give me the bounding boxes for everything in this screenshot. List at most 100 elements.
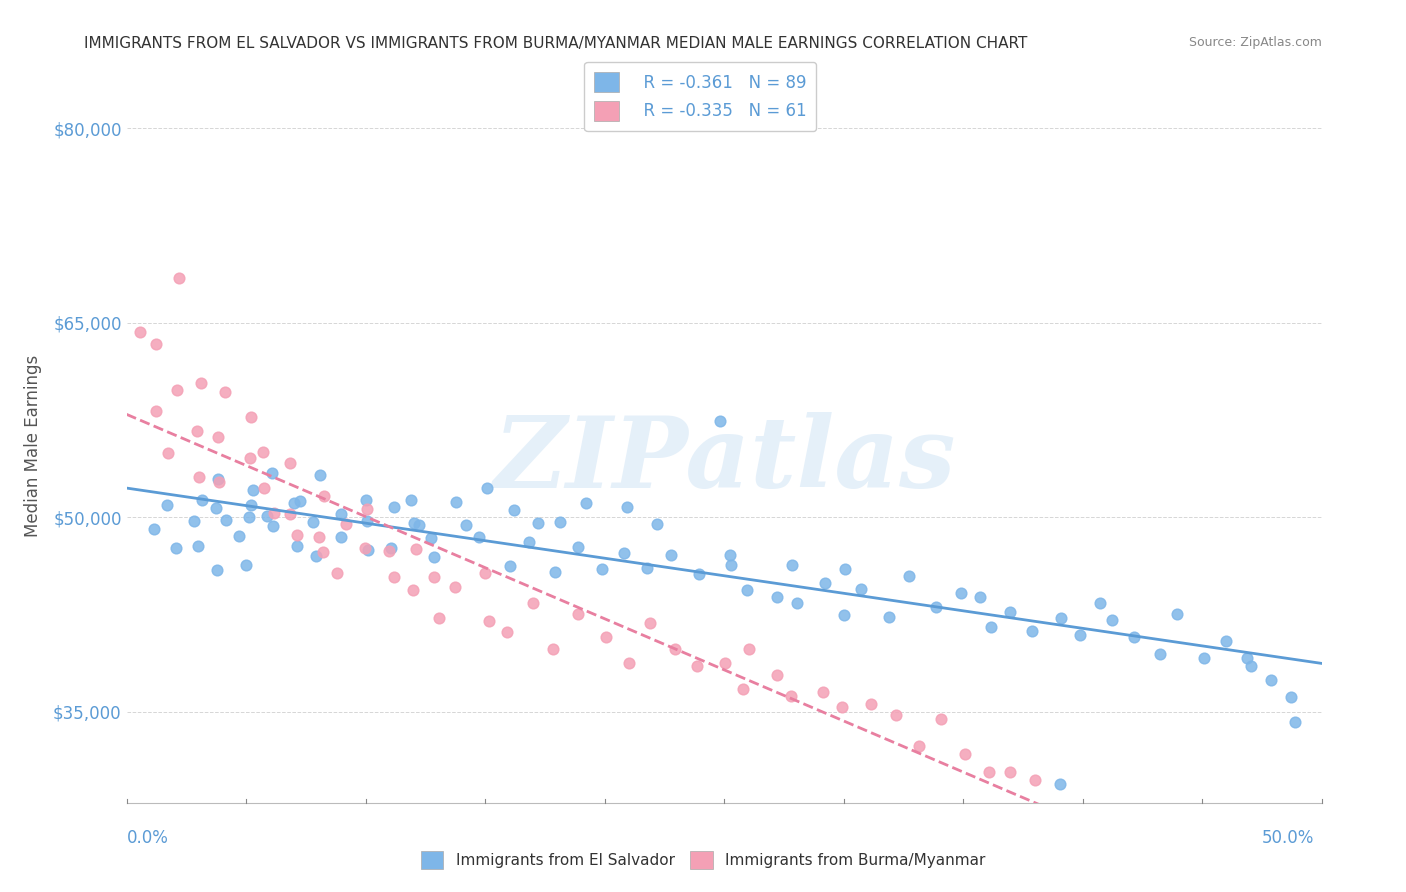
Point — [1279, 690, 1302, 704]
Point — [305, 549, 328, 563]
Point — [765, 590, 787, 604]
Point — [1240, 658, 1263, 673]
Point — [262, 518, 284, 533]
Point — [786, 596, 808, 610]
Point — [167, 271, 190, 285]
Point — [238, 510, 260, 524]
Point — [191, 493, 214, 508]
Point — [287, 528, 309, 542]
Point — [382, 500, 405, 515]
Point — [1069, 628, 1091, 642]
Point — [357, 543, 380, 558]
Point — [645, 517, 668, 532]
Point — [998, 765, 1021, 780]
Point — [686, 659, 709, 673]
Point — [955, 747, 977, 761]
Point — [1024, 772, 1046, 787]
Point — [207, 430, 229, 444]
Point — [187, 539, 209, 553]
Point — [550, 515, 572, 529]
Point — [1166, 607, 1188, 621]
Point — [285, 540, 308, 554]
Point — [1021, 624, 1043, 638]
Point — [998, 606, 1021, 620]
Point — [444, 580, 467, 594]
Point — [884, 708, 907, 723]
Point — [834, 562, 856, 576]
Point — [207, 564, 229, 578]
Point — [405, 542, 427, 557]
Text: ZIPatlas: ZIPatlas — [494, 412, 955, 508]
Text: IMMIGRANTS FROM EL SALVADOR VS IMMIGRANTS FROM BURMA/MYANMAR MEDIAN MALE EARNING: IMMIGRANTS FROM EL SALVADOR VS IMMIGRANT… — [84, 36, 1028, 51]
Point — [166, 383, 188, 397]
Point — [301, 515, 323, 529]
Point — [1236, 651, 1258, 665]
Point — [423, 549, 446, 564]
Point — [1215, 634, 1237, 648]
Y-axis label: Median Male Earnings: Median Male Earnings — [24, 355, 42, 537]
Point — [720, 558, 742, 572]
Point — [980, 620, 1002, 634]
Point — [1123, 630, 1146, 644]
Point — [143, 522, 166, 536]
Point — [326, 566, 349, 580]
Point — [522, 595, 544, 609]
Point — [949, 586, 972, 600]
Point — [925, 599, 948, 614]
Point — [187, 470, 209, 484]
Text: Source: ZipAtlas.com: Source: ZipAtlas.com — [1188, 36, 1322, 49]
Point — [733, 681, 755, 696]
Point — [908, 739, 931, 753]
Point — [354, 492, 377, 507]
Point — [1260, 673, 1282, 688]
Point — [190, 376, 212, 391]
Point — [402, 516, 425, 531]
Point — [156, 498, 179, 512]
Point — [977, 765, 1000, 780]
Point — [814, 576, 837, 591]
Point — [831, 700, 853, 714]
Point — [709, 414, 731, 428]
Point — [309, 467, 332, 482]
Legend:   R = -0.361   N = 89,   R = -0.335   N = 61: R = -0.361 N = 89, R = -0.335 N = 61 — [585, 62, 815, 131]
Point — [1088, 596, 1111, 610]
Point — [575, 496, 598, 510]
Point — [382, 570, 405, 584]
Point — [329, 530, 352, 544]
Point — [128, 326, 150, 340]
Point — [475, 482, 498, 496]
Point — [380, 541, 402, 556]
Point — [543, 565, 565, 579]
Point — [260, 466, 283, 480]
Point — [779, 689, 801, 703]
Point — [780, 558, 803, 573]
Point — [517, 535, 540, 549]
Point — [1192, 651, 1215, 665]
Point — [616, 500, 638, 515]
Point — [619, 656, 641, 670]
Point — [329, 507, 352, 521]
Point — [145, 337, 167, 351]
Point — [444, 495, 467, 509]
Point — [235, 558, 257, 573]
Point — [215, 513, 238, 527]
Text: 0.0%: 0.0% — [127, 829, 169, 847]
Legend: Immigrants from El Salvador, Immigrants from Burma/Myanmar: Immigrants from El Salvador, Immigrants … — [415, 845, 991, 875]
Point — [1284, 714, 1306, 729]
Point — [186, 424, 208, 438]
Point — [239, 450, 262, 465]
Point — [278, 456, 301, 470]
Point — [664, 642, 686, 657]
Point — [636, 560, 658, 574]
Point — [811, 685, 834, 699]
Point — [714, 656, 737, 670]
Point — [738, 641, 761, 656]
Point — [288, 494, 311, 508]
Point — [283, 496, 305, 510]
Point — [429, 611, 451, 625]
Point — [156, 446, 179, 460]
Point — [898, 569, 921, 583]
Point — [1047, 805, 1070, 820]
Point — [356, 514, 378, 528]
Point — [969, 590, 991, 604]
